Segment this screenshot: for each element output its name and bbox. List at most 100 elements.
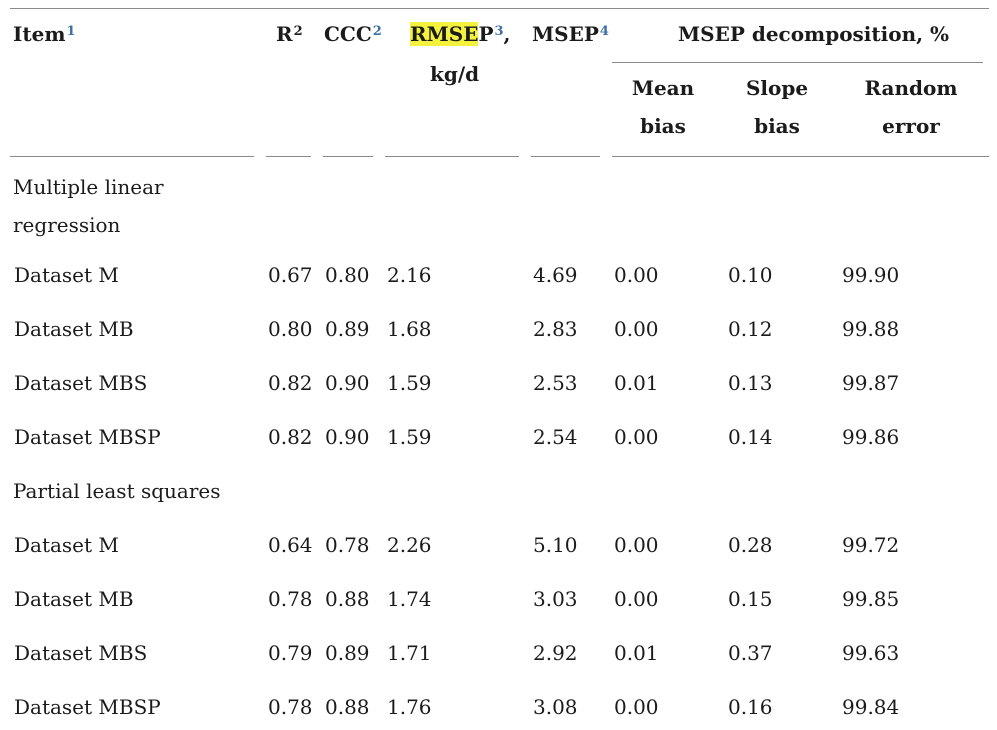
section-title-mlr-line2: regression: [13, 213, 121, 237]
table-top-rule: [10, 8, 989, 9]
header-mean-bias-line1: Mean: [631, 76, 695, 100]
cell-msep: 2.53: [533, 371, 578, 395]
cell-ccc: 0.78: [325, 533, 370, 557]
header-rmsep-highlight: RMSE: [410, 22, 479, 46]
cell-ccc: 0.88: [325, 587, 370, 611]
header-ccc-label: CCC: [324, 22, 372, 46]
cell-random-error: 99.72: [842, 533, 900, 557]
cell-rmsep: 1.76: [387, 695, 432, 719]
header-rule-rmsep: [385, 156, 519, 157]
header-msep-label: MSEP: [532, 22, 599, 46]
header-rmsep: RMSEP3,: [410, 15, 511, 53]
cell-mean-bias: 0.01: [614, 641, 659, 665]
cell-msep: 4.69: [533, 263, 578, 287]
header-ccc: CCC2: [324, 15, 382, 53]
header-random-error-line2: error: [882, 114, 940, 138]
header-rmsep-comma: ,: [503, 22, 511, 46]
cell-mean-bias: 0.00: [614, 695, 659, 719]
cell-slope-bias: 0.10: [728, 263, 773, 287]
cell-item: Dataset MBS: [14, 641, 148, 665]
cell-rmsep: 1.59: [387, 425, 432, 449]
cell-mean-bias: 0.00: [614, 263, 659, 287]
cell-rmsep: 2.16: [387, 263, 432, 287]
cell-slope-bias: 0.15: [728, 587, 773, 611]
cell-mean-bias: 0.01: [614, 371, 659, 395]
cell-item: Dataset MBS: [14, 371, 148, 395]
header-mean-bias-line2: bias: [640, 114, 686, 138]
cell-random-error: 99.86: [842, 425, 900, 449]
cell-item: Dataset MBSP: [14, 425, 161, 449]
cell-ccc: 0.88: [325, 695, 370, 719]
header-rmsep-unit: kg/d: [430, 62, 480, 86]
cell-random-error: 99.88: [842, 317, 900, 341]
cell-rmsep: 1.71: [387, 641, 432, 665]
section-title-pls: Partial least squares: [13, 479, 221, 503]
cell-random-error: 99.87: [842, 371, 900, 395]
cell-r2: 0.80: [268, 317, 313, 341]
cell-mean-bias: 0.00: [614, 533, 659, 557]
cell-slope-bias: 0.28: [728, 533, 773, 557]
cell-random-error: 99.85: [842, 587, 900, 611]
header-slope-bias-line1: Slope: [745, 76, 809, 100]
cell-item: Dataset MB: [14, 317, 134, 341]
section-title-mlr: Multiple linear regression: [13, 168, 164, 244]
footnote-ref-2[interactable]: 2: [372, 24, 382, 39]
cell-item: Dataset M: [14, 263, 119, 287]
cell-msep: 2.83: [533, 317, 578, 341]
header-r2: R2: [276, 15, 303, 53]
cell-slope-bias: 0.16: [728, 695, 773, 719]
cell-r2: 0.78: [268, 587, 313, 611]
header-rule-ccc: [323, 156, 373, 157]
footnote-ref-3[interactable]: 3: [494, 24, 504, 39]
cell-msep: 3.03: [533, 587, 578, 611]
header-slope-bias-line2: bias: [754, 114, 800, 138]
cell-item: Dataset MBSP: [14, 695, 161, 719]
header-random-error-line1: Random: [864, 76, 958, 100]
header-mean-bias: Mean bias: [613, 69, 713, 145]
cell-rmsep: 1.68: [387, 317, 432, 341]
footnote-ref-4[interactable]: 4: [599, 24, 609, 39]
cell-r2: 0.64: [268, 533, 313, 557]
cell-ccc: 0.89: [325, 317, 370, 341]
cell-ccc: 0.80: [325, 263, 370, 287]
cell-ccc: 0.90: [325, 371, 370, 395]
header-r2-exponent: 2: [293, 24, 303, 39]
cell-ccc: 0.89: [325, 641, 370, 665]
cell-random-error: 99.90: [842, 263, 900, 287]
cell-random-error: 99.63: [842, 641, 900, 665]
cell-item: Dataset M: [14, 533, 119, 557]
cell-item: Dataset MB: [14, 587, 134, 611]
cell-msep: 2.54: [533, 425, 578, 449]
cell-msep: 5.10: [533, 533, 578, 557]
cell-slope-bias: 0.37: [728, 641, 773, 665]
cell-r2: 0.67: [268, 263, 313, 287]
cell-rmsep: 1.59: [387, 371, 432, 395]
cell-r2: 0.82: [268, 371, 313, 395]
header-r2-label: R: [276, 22, 293, 46]
header-random-error: Random error: [861, 69, 961, 145]
header-msep: MSEP4: [532, 15, 609, 53]
cell-random-error: 99.84: [842, 695, 900, 719]
cell-mean-bias: 0.00: [614, 425, 659, 449]
cell-slope-bias: 0.14: [728, 425, 773, 449]
cell-rmsep: 1.74: [387, 587, 432, 611]
header-rule-item: [10, 156, 254, 157]
decomposition-rule: [612, 62, 983, 63]
header-rule-r2: [266, 156, 311, 157]
header-rule-msep: [531, 156, 600, 157]
section-title-mlr-line1: Multiple linear: [13, 175, 164, 199]
header-item-label: Item: [13, 22, 66, 46]
cell-mean-bias: 0.00: [614, 317, 659, 341]
header-rmsep-rest: P: [478, 22, 494, 46]
cell-slope-bias: 0.12: [728, 317, 773, 341]
cell-msep: 2.92: [533, 641, 578, 665]
header-msep-decomposition: MSEP decomposition, %: [678, 22, 950, 46]
cell-ccc: 0.90: [325, 425, 370, 449]
footnote-ref-1[interactable]: 1: [66, 24, 76, 39]
cell-r2: 0.79: [268, 641, 313, 665]
cell-r2: 0.82: [268, 425, 313, 449]
cell-rmsep: 2.26: [387, 533, 432, 557]
cell-msep: 3.08: [533, 695, 578, 719]
cell-r2: 0.78: [268, 695, 313, 719]
